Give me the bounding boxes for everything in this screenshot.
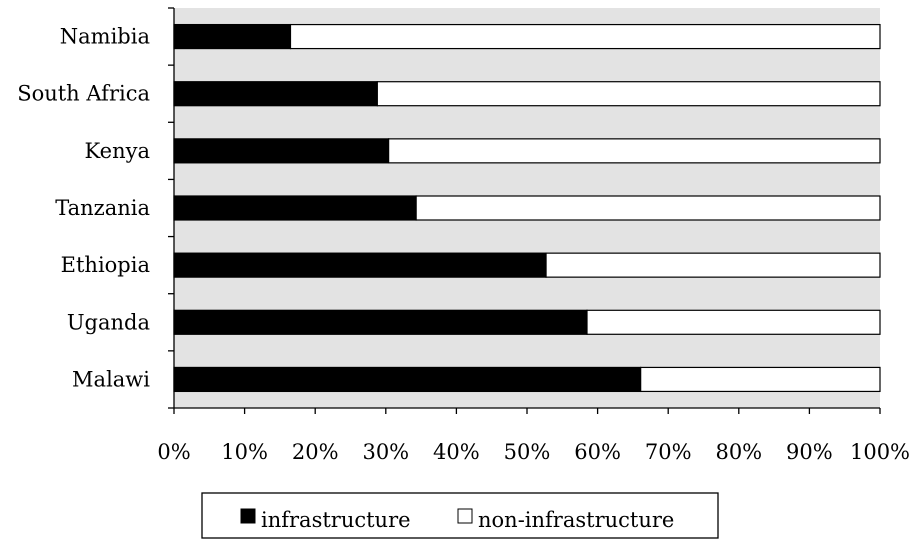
legend-swatch-infrastructure (240, 508, 256, 524)
category-label-kenya: Kenya (85, 139, 150, 163)
x-tick-label: 10% (221, 440, 268, 464)
legend-swatch-non-infrastructure (457, 508, 473, 524)
bar-infrastructure-south-africa (173, 81, 378, 107)
bar-infrastructure-ethiopia (173, 252, 547, 278)
x-tick-label: 30% (362, 440, 409, 464)
x-tick-label: 80% (715, 440, 762, 464)
category-label-uganda: Uganda (67, 310, 150, 334)
bar-non-infrastructure-uganda (586, 309, 881, 335)
bar-infrastructure-malawi (173, 366, 642, 393)
x-tick-label: 50% (504, 440, 551, 464)
category-label-tanzania: Tanzania (55, 196, 150, 220)
category-label-ethiopia: Ethiopia (61, 253, 150, 277)
bar-non-infrastructure-tanzania (415, 195, 881, 221)
bar-non-infrastructure-ethiopia (545, 252, 881, 278)
legend-label-infrastructure: infrastructure (261, 508, 411, 532)
category-label-south-africa: South Africa (17, 82, 150, 106)
x-tick-label: 20% (292, 440, 339, 464)
category-label-malawi: Malawi (72, 367, 150, 391)
bar-infrastructure-uganda (173, 309, 588, 335)
legend-label-non-infrastructure: non-infrastructure (478, 508, 674, 532)
x-tick-label: 90% (786, 440, 833, 464)
x-tick-label: 70% (645, 440, 692, 464)
x-tick-label: 40% (433, 440, 480, 464)
bar-infrastructure-tanzania (173, 195, 417, 221)
category-label-namibia: Namibia (60, 25, 150, 49)
bar-non-infrastructure-south-africa (376, 81, 881, 107)
x-tick-label: 60% (574, 440, 621, 464)
bar-non-infrastructure-kenya (388, 138, 881, 164)
x-tick-label: 100% (850, 440, 910, 464)
bar-infrastructure-kenya (173, 138, 390, 164)
bar-non-infrastructure-namibia (289, 23, 881, 50)
legend: infrastructure non-infrastructure (201, 492, 719, 539)
bar-non-infrastructure-malawi (640, 366, 881, 393)
x-tick-label: 0% (157, 440, 190, 464)
bar-infrastructure-namibia (173, 23, 292, 50)
